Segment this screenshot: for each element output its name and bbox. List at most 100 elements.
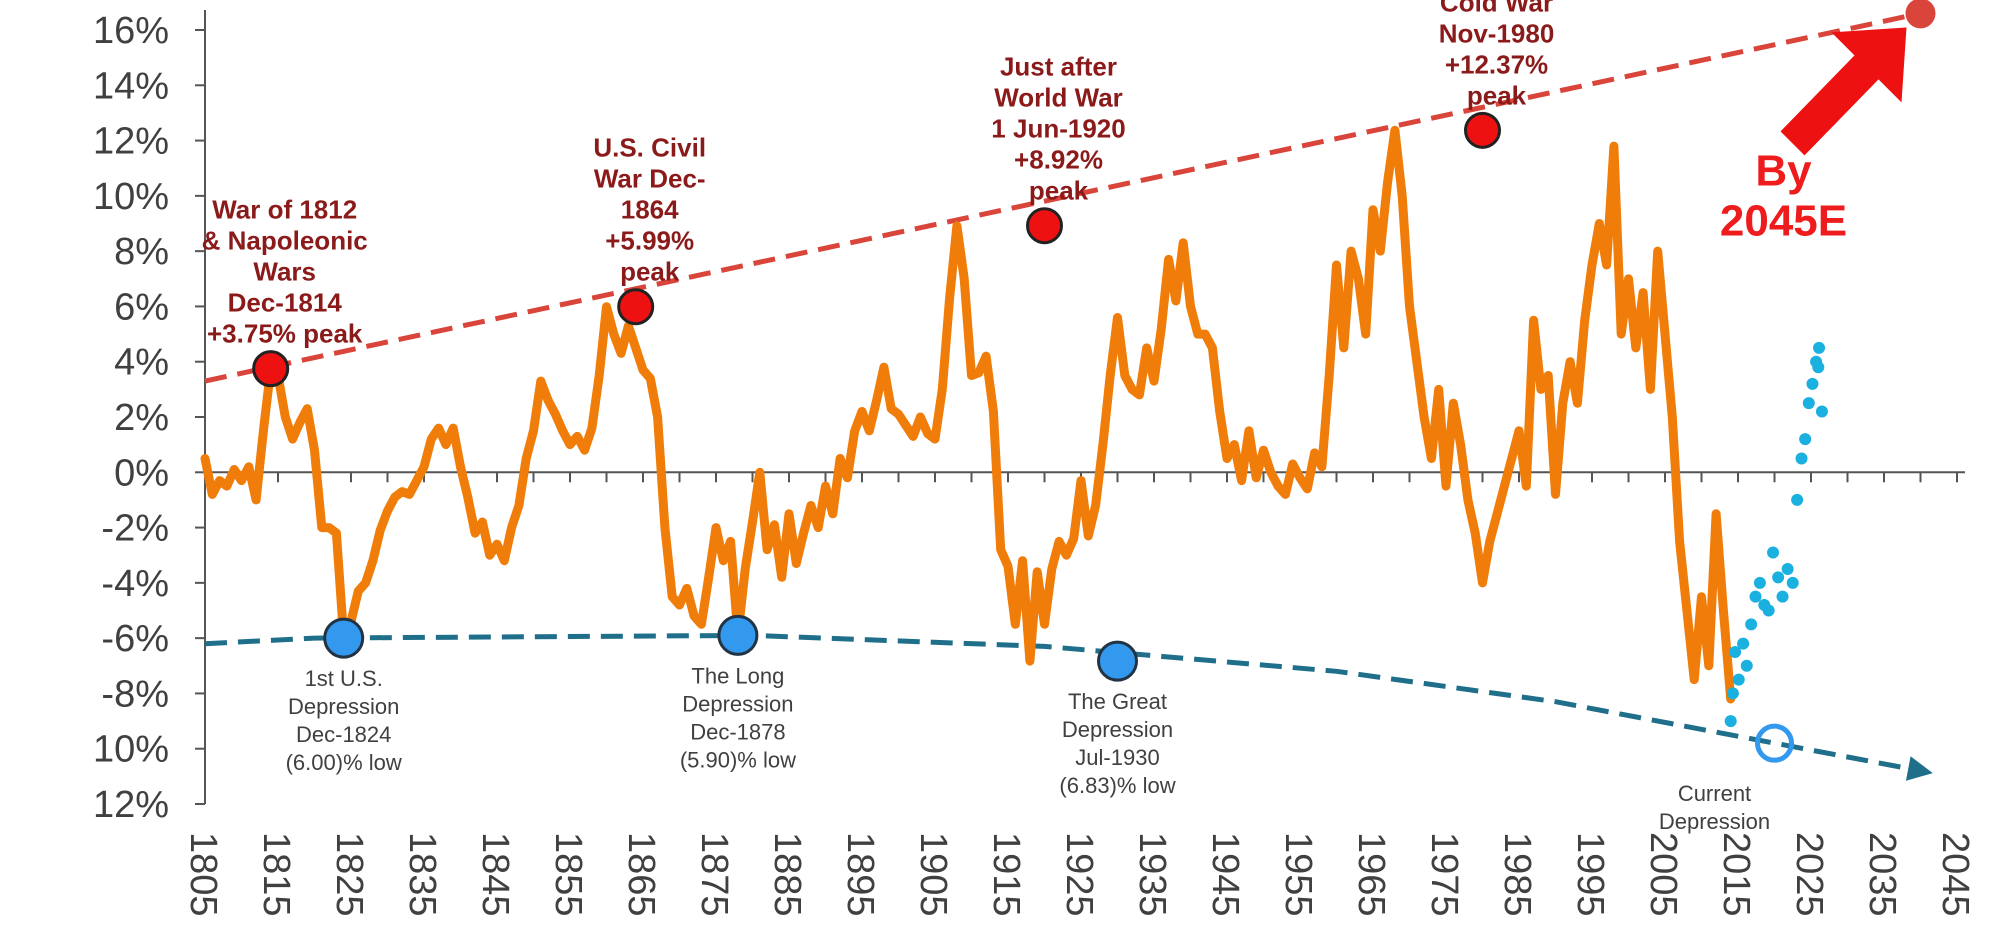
- y-tick-label: 0%: [114, 452, 169, 494]
- x-tick-label: 1915: [985, 832, 1027, 917]
- up-arrow-icon: [1780, 27, 1907, 156]
- x-tick-label: 1835: [401, 832, 443, 917]
- low-marker: [717, 614, 759, 656]
- low-label-line: The Long: [691, 663, 784, 688]
- peak-label-line: 1 Jun-1920: [991, 114, 1125, 144]
- x-tick-label: 2045: [1934, 832, 1976, 917]
- peak-label-line: Dec-1814: [228, 288, 343, 318]
- peak-label-line: peak: [620, 257, 680, 287]
- low-label-line: The Great: [1068, 689, 1167, 714]
- trough-trend-line: [204, 632, 1933, 781]
- projection-point: [1812, 361, 1825, 374]
- x-tick-label: 1945: [1204, 832, 1246, 917]
- x-tick-label: 1925: [1058, 832, 1100, 917]
- current-marker: [1755, 723, 1794, 763]
- peak-label-line: peak: [1467, 80, 1527, 110]
- x-tick-label: 1825: [328, 832, 370, 917]
- projection-point: [1786, 576, 1799, 589]
- x-tick-label: 1975: [1423, 832, 1465, 917]
- projection-point: [1802, 397, 1815, 410]
- projection-point: [1745, 618, 1758, 631]
- projection-point: [1791, 493, 1804, 506]
- x-tick-label: 2015: [1715, 832, 1757, 917]
- x-tick-label: 2025: [1788, 832, 1830, 917]
- x-tick-label: 1905: [912, 832, 954, 917]
- x-tick-label: 1805: [182, 832, 224, 917]
- trend-lines: [204, 10, 1933, 781]
- x-tick-label: 2035: [1861, 832, 1903, 917]
- peak-marker: [1026, 207, 1063, 245]
- y-tick-label: 14%: [93, 65, 169, 107]
- low-label-line: (6.83)% low: [1059, 773, 1175, 798]
- y-tick-label: 16%: [93, 10, 169, 52]
- projection-label-line: By: [1755, 146, 1812, 195]
- low-label-line: Jul-1930: [1075, 745, 1159, 770]
- data-series: [200, 125, 1828, 728]
- projection-point: [1776, 590, 1789, 603]
- low-label-line: Depression: [288, 694, 399, 719]
- projection-point: [1737, 637, 1750, 650]
- low-label-line: Dec-1824: [296, 722, 391, 747]
- y-tick-label: 10%: [93, 729, 169, 771]
- low-label-line: Depression: [1062, 717, 1173, 742]
- x-tick-label: 1995: [1569, 832, 1611, 917]
- projection-point: [1815, 405, 1828, 418]
- x-tick-label: 1955: [1277, 832, 1319, 917]
- y-tick-label: 4%: [114, 342, 169, 384]
- projection-point: [1806, 377, 1819, 390]
- projection-point: [1732, 673, 1745, 686]
- projection-point: [1795, 452, 1808, 465]
- y-tick-label: -4%: [101, 563, 169, 605]
- low-label-line: Dec-1878: [690, 719, 785, 744]
- y-tick-label: 6%: [114, 286, 169, 328]
- peak-label-line: 1864: [621, 195, 679, 225]
- y-tick-label: -2%: [101, 508, 169, 550]
- projection-point: [1724, 715, 1737, 728]
- peak-label-line: War of 1812: [212, 195, 357, 225]
- projection-point: [1781, 563, 1794, 576]
- peak-label-line: War Dec-: [594, 164, 706, 194]
- peak-label-line: +5.99%: [605, 226, 694, 256]
- low-marker: [323, 617, 365, 659]
- peak-label-line: Nov-1980: [1439, 18, 1555, 48]
- event-markers: [252, 0, 1936, 763]
- projection-point: [1740, 659, 1753, 672]
- low-label-line: 1st U.S.: [305, 666, 383, 691]
- x-tick-label: 1875: [693, 832, 735, 917]
- projection-point: [1762, 604, 1775, 617]
- peak-label-line: Cold War: [1440, 0, 1553, 17]
- axes: 16% 14% 12% 10% 8% 6% 4% 2% 0% -2% -4% -6% -8% 10% 12%…: [93, 10, 1976, 917]
- y-tick-label: 2%: [114, 397, 169, 439]
- peak-marker: [1464, 111, 1501, 149]
- current-label-line: Depression: [1659, 809, 1770, 834]
- low-label-line: Depression: [682, 691, 793, 716]
- peak-label-line: peak: [1029, 176, 1089, 206]
- projection-point: [1753, 576, 1766, 589]
- x-tick-label: 1985: [1496, 832, 1538, 917]
- x-tick-label: 1965: [1350, 832, 1392, 917]
- peak-trend-line: [204, 10, 1922, 384]
- peak-label-line: & Napoleonic: [202, 226, 368, 256]
- peak-label-line: Wars: [253, 257, 316, 287]
- y-tick-label: 12%: [93, 121, 169, 163]
- peak-label-line: +3.75% peak: [207, 319, 363, 349]
- projection-point: [1767, 546, 1780, 559]
- low-label-line: (5.90)% low: [680, 747, 796, 772]
- peak-marker: [617, 288, 655, 326]
- projection-point: [1729, 645, 1742, 658]
- peak-label-line: U.S. Civil: [593, 133, 706, 163]
- x-tick-label: 1855: [547, 832, 589, 917]
- x-tick-label: 1845: [474, 832, 516, 917]
- projection-point: [1813, 341, 1826, 354]
- peak-label-line: +8.92%: [1014, 145, 1103, 175]
- x-tick-label: 2005: [1642, 832, 1684, 917]
- x-tick-label: 1815: [255, 832, 297, 917]
- peak-marker: [252, 350, 290, 388]
- y-tick-label: -8%: [101, 673, 169, 715]
- projection-point: [1726, 687, 1739, 700]
- x-tick-label: 1935: [1131, 832, 1173, 917]
- peak-label-line: World War: [994, 83, 1123, 113]
- y-tick-label: 8%: [114, 231, 169, 273]
